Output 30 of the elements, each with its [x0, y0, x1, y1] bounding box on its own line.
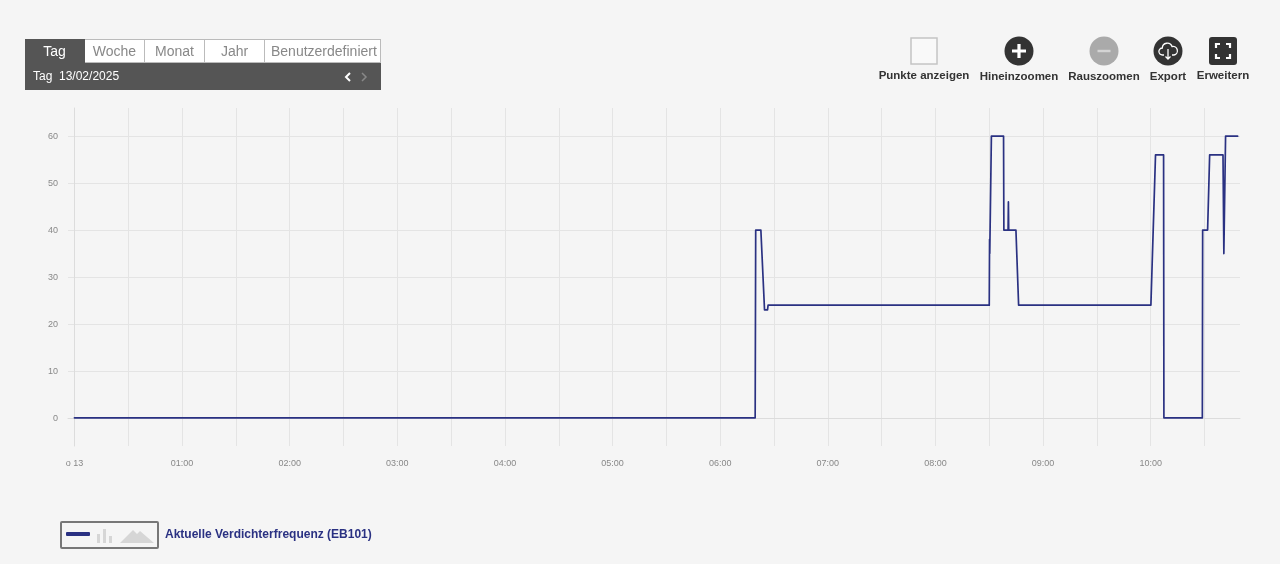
y-tick-label: 0	[52, 412, 58, 423]
x-tick-label: 08:00	[924, 457, 947, 468]
x-tick-label: 02:00	[278, 457, 301, 468]
x-tick-label: o 13	[65, 457, 84, 468]
text: Rauszoomen	[1068, 70, 1140, 82]
x-tick-label: 04:00	[493, 457, 517, 468]
x-tick-label: 05:00	[601, 457, 624, 468]
y-tick-label: 30	[47, 272, 58, 282]
x-tick-label: 07:00	[816, 457, 840, 468]
line-series	[73, 135, 1239, 419]
text: Benutzerdefiniert	[265, 39, 381, 63]
text: Export	[1149, 70, 1187, 82]
y-tick-label: 60	[47, 131, 58, 142]
x-tick-label: 10:00	[1139, 457, 1162, 468]
text: Monat	[145, 39, 205, 63]
x-tick-label: 09:00	[1031, 457, 1055, 468]
text: Punkte anzeigen	[878, 69, 970, 81]
text: Tag 13/02/2025	[33, 69, 120, 83]
x-tick-label: 03:00	[386, 457, 409, 468]
y-tick-label: 40	[47, 225, 58, 236]
y-tick-label: 10	[47, 365, 58, 376]
text: Woche	[85, 39, 145, 63]
text: Erweitern	[1196, 69, 1250, 81]
x-tick-label: 01:00	[170, 457, 194, 468]
text: Hineinzoomen	[979, 70, 1059, 82]
x-tick-label: 06:00	[708, 457, 732, 468]
y-tick-label: 20	[47, 318, 58, 329]
y-tick-label: 50	[47, 178, 58, 189]
text: Aktuelle Verdichterfrequenz (EB101)	[165, 527, 372, 541]
text: Jahr	[205, 39, 265, 63]
